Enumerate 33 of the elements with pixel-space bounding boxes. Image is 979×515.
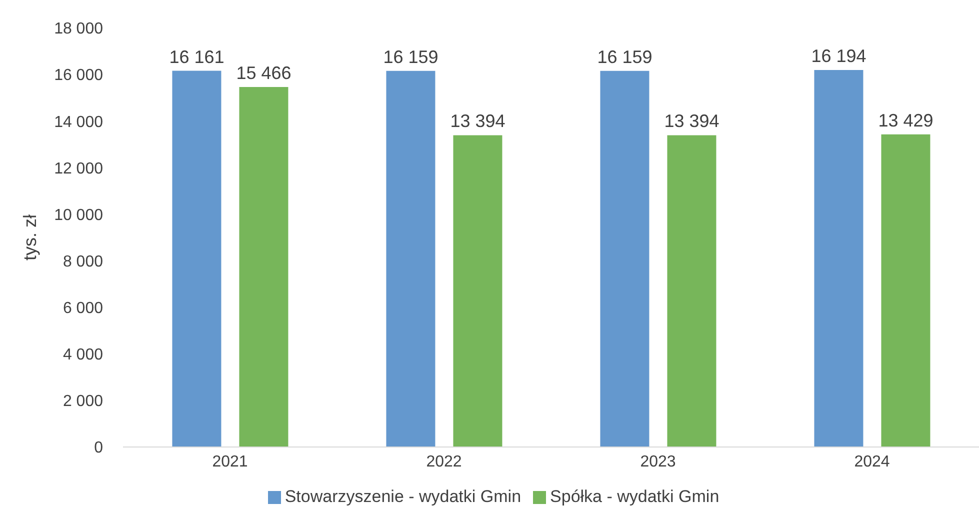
y-tick-label: 0 (94, 440, 104, 457)
bar (667, 135, 716, 447)
bar (600, 70, 650, 447)
data-label: 16 159 (383, 46, 438, 67)
y-tick-label: 10 000 (54, 206, 104, 224)
bar (881, 134, 930, 447)
data-label: 13 429 (878, 110, 934, 130)
bar (386, 70, 436, 447)
bar (814, 70, 864, 447)
data-label: 13 394 (664, 111, 720, 132)
data-label: 16 161 (169, 46, 224, 67)
y-tick-label: 8 000 (62, 253, 104, 270)
bar (172, 70, 222, 447)
y-tick-label: 14 000 (54, 114, 104, 131)
data-label: 16 159 (597, 46, 652, 67)
bar (453, 135, 502, 447)
x-tick-label: 2024 (854, 453, 890, 470)
y-tick-label: 2 000 (62, 393, 104, 410)
legend-label: Spółka - wydatki Gmin (550, 487, 720, 507)
data-label: 15 466 (236, 62, 292, 83)
y-axis-title: tys. zł (20, 214, 40, 261)
x-tick-label: 2023 (640, 453, 676, 470)
data-label: 16 194 (811, 46, 866, 66)
x-tick-label: 2021 (212, 453, 248, 470)
bar (239, 86, 288, 447)
y-tick-label: 16 000 (54, 67, 104, 84)
y-tick-label: 12 000 (54, 160, 104, 178)
data-label: 13 394 (450, 111, 506, 132)
y-tick-label: 18 000 (54, 20, 104, 38)
y-tick-label: 6 000 (62, 300, 104, 318)
y-tick-label: 4 000 (62, 346, 104, 364)
legend-label: Stowarzyszenie - wydatki Gmin (284, 487, 522, 507)
x-tick-label: 2022 (426, 453, 462, 470)
